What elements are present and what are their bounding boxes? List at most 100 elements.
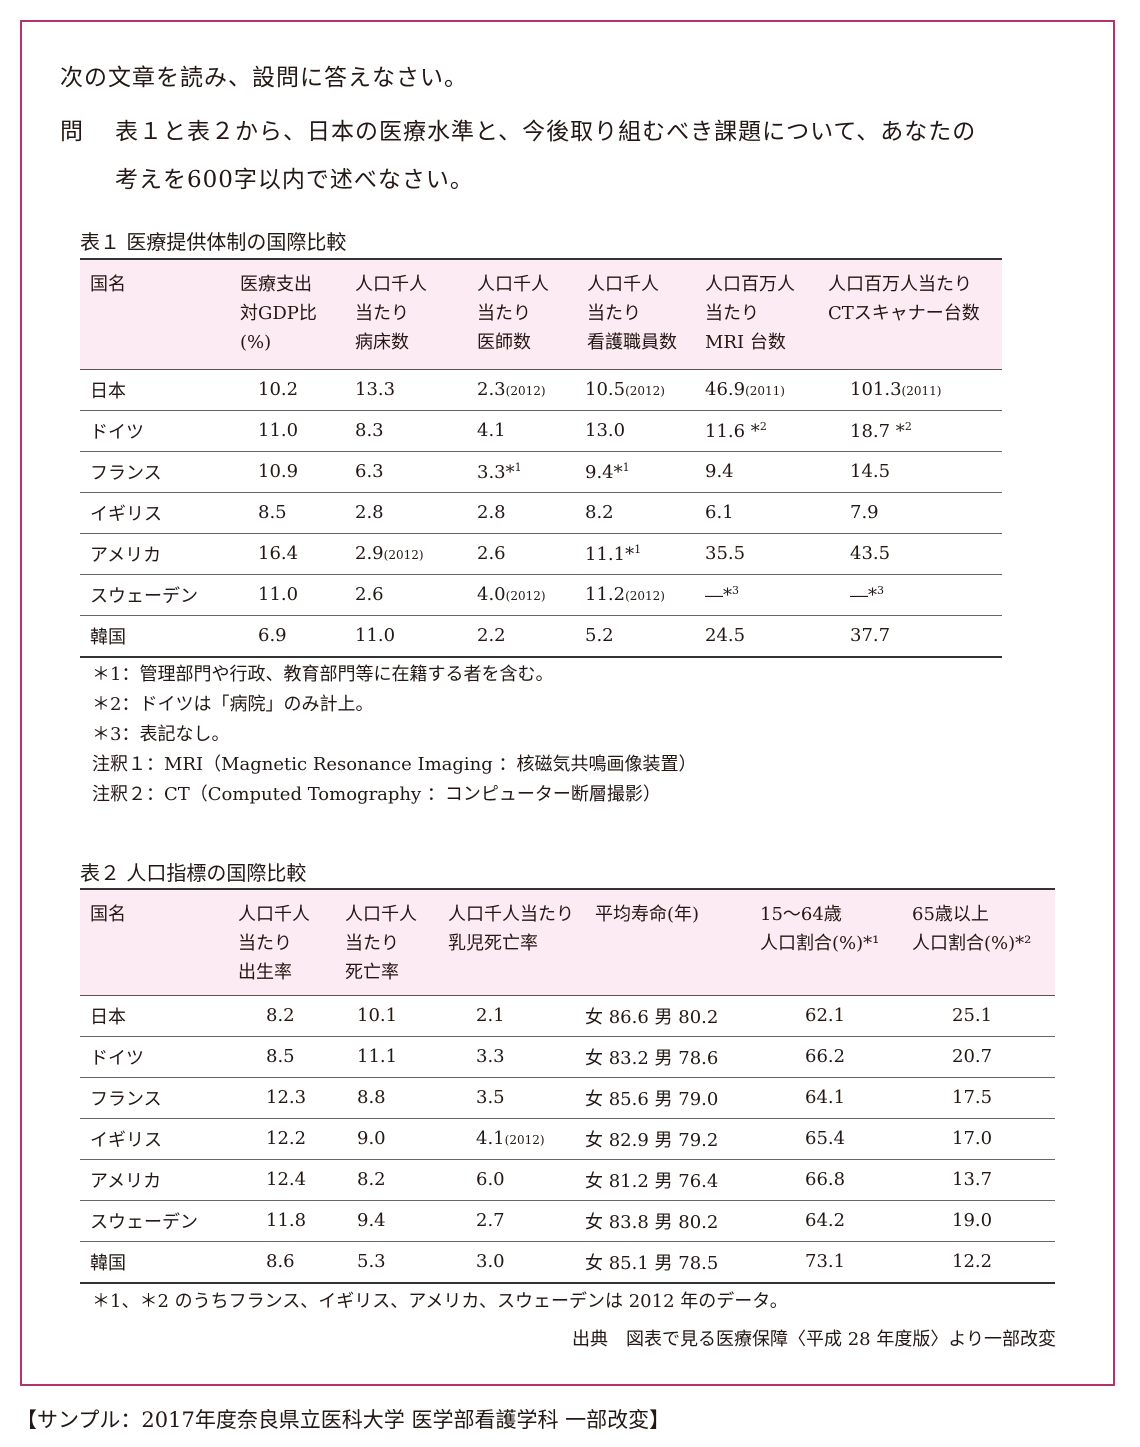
column-header: 医療支出 対GDP比 (%)	[240, 274, 317, 353]
table-row: アメリカ 16.4 2.9(2012) 2.6 11.1*1 35.5 43.5	[80, 533, 1002, 574]
table-row: 日本 10.2 13.3 2.3(2012) 10.5(2012) 46.9(2011) 1…	[80, 369, 1002, 410]
value-cell: 12.3	[266, 1087, 307, 1108]
country-cell: ドイツ	[90, 1047, 144, 1069]
value-cell: 5.2	[585, 625, 614, 646]
country-cell: フランス	[90, 462, 162, 484]
value-cell: 8.8	[357, 1087, 386, 1108]
value-cell: 女 83.8 男 80.2	[585, 1211, 719, 1233]
value-cell: ―*3	[705, 583, 739, 606]
value-cell: 6.3	[355, 461, 384, 482]
column-header: 人口千人 当たり 出生率	[238, 904, 310, 983]
question-label: 問	[60, 119, 84, 145]
column-header: 国名	[90, 274, 126, 295]
question-line-1: 表１と表２から、日本の医療水準と、今後取り組むべき課題について、あなたの	[115, 119, 977, 145]
table-row: 日本 8.2 10.1 2.1 女 86.6 男 80.2 62.1 25.1	[80, 995, 1055, 1036]
table-row: ドイツ 11.0 8.3 4.1 13.0 11.6 *2 18.7 *2	[80, 410, 1002, 451]
question-frame	[20, 20, 1115, 1386]
table-row: イギリス 8.5 2.8 2.8 8.2 6.1 7.9	[80, 492, 1002, 533]
footnote: ＊1：管理部門や行政、教育部門等に在籍する者を含む。	[92, 664, 554, 685]
value-cell: 10.2	[258, 379, 299, 400]
country-cell: 日本	[90, 380, 126, 402]
value-cell: 43.5	[850, 543, 891, 564]
value-cell: 5.3	[357, 1251, 386, 1272]
value-cell: 3.5	[476, 1087, 505, 1108]
value-cell: 女 81.2 男 76.4	[585, 1170, 719, 1192]
country-cell: スウェーデン	[90, 1211, 198, 1233]
value-cell: 19.0	[952, 1210, 993, 1231]
value-cell: 11.1*1	[585, 542, 642, 565]
value-cell: 2.7	[476, 1210, 505, 1231]
value-cell: 4.1	[477, 420, 506, 441]
footnote: 注釈２：CT（Computed Tomography ：コンピューター断層撮影）	[92, 784, 661, 805]
value-cell: 12.2	[952, 1251, 993, 1272]
value-cell: 73.1	[805, 1251, 846, 1272]
value-cell: 11.2(2012)	[585, 584, 665, 605]
value-cell: 37.7	[850, 625, 891, 646]
value-cell: 女 83.2 男 78.6	[585, 1047, 719, 1069]
country-cell: 韓国	[90, 626, 126, 648]
value-cell: 6.1	[705, 502, 734, 523]
country-cell: フランス	[90, 1088, 162, 1110]
instruction: 次の文章を読み、設問に答えなさい。	[60, 65, 468, 91]
footnote: ＊3：表記なし。	[92, 724, 230, 745]
value-cell: 8.3	[355, 420, 384, 441]
table-row: イギリス 12.2 9.0 4.1(2012) 女 82.9 男 79.2 65.4 17.…	[80, 1118, 1055, 1159]
table2-note: ＊1、＊2 のうちフランス、イギリス、アメリカ、スウェーデンは 2012 年のデ…	[92, 1291, 788, 1312]
value-cell: 11.0	[258, 584, 299, 605]
value-cell: 2.9(2012)	[355, 543, 424, 564]
value-cell: 2.2	[477, 625, 506, 646]
column-header: 人口千人 当たり 死亡率	[345, 904, 417, 983]
value-cell: 18.7 *2	[850, 419, 912, 442]
value-cell: 12.4	[266, 1169, 307, 1190]
value-cell: 46.9(2011)	[705, 379, 785, 400]
footnote: ＊2：ドイツは「病院」のみ計上。	[92, 694, 374, 715]
value-cell: 6.0	[476, 1169, 505, 1190]
column-header: 国名	[90, 904, 126, 925]
column-header: 平均寿命(年)	[595, 904, 700, 925]
column-header: 人口千人 当たり 医師数	[477, 274, 549, 353]
column-header: 15〜64歳 人口割合(%)*¹	[760, 904, 880, 954]
value-cell: 101.3(2011)	[850, 379, 942, 400]
table-row: ドイツ 8.5 11.1 3.3 女 83.2 男 78.6 66.2 20.7	[80, 1036, 1055, 1077]
value-cell: 3.0	[476, 1251, 505, 1272]
country-cell: 日本	[90, 1006, 126, 1028]
country-cell: イギリス	[90, 503, 162, 525]
value-cell: 11.0	[258, 420, 299, 441]
value-cell: 女 85.6 男 79.0	[585, 1088, 719, 1110]
value-cell: 64.1	[805, 1087, 846, 1108]
value-cell: 17.0	[952, 1128, 993, 1149]
column-header: 人口千人 当たり 看護職員数	[587, 274, 677, 353]
value-cell: 13.7	[952, 1169, 993, 1190]
value-cell: 35.5	[705, 543, 746, 564]
value-cell: 13.3	[355, 379, 396, 400]
value-cell: 6.9	[258, 625, 287, 646]
column-header: 人口千人 当たり 病床数	[355, 274, 427, 353]
value-cell: 65.4	[805, 1128, 846, 1149]
value-cell: 62.1	[805, 1005, 846, 1026]
value-cell: 9.4	[705, 461, 734, 482]
sample-footer: 【サンプル：2017年度奈良県立医科大学 医学部看護学科 一部改変】	[16, 1408, 671, 1432]
value-cell: 女 82.9 男 79.2	[585, 1129, 719, 1151]
country-cell: 韓国	[90, 1252, 126, 1274]
value-cell: 10.9	[258, 461, 299, 482]
column-header: 人口千人当たり 乳児死亡率	[448, 904, 574, 954]
table-row: フランス 12.3 8.8 3.5 女 85.6 男 79.0 64.1 17.5	[80, 1077, 1055, 1118]
value-cell: 8.2	[585, 502, 614, 523]
column-header: 65歳以上 人口割合(%)*²	[912, 904, 1032, 954]
value-cell: 11.1	[357, 1046, 398, 1067]
question-line-2: 考えを600字以内で述べなさい。	[115, 167, 474, 193]
source-citation: 出典 図表で見る医療保障〈平成 28 年度版〉より一部改変	[572, 1329, 1056, 1350]
value-cell: 24.5	[705, 625, 746, 646]
table2-caption: 表２ 人口指標の国際比較	[80, 861, 307, 885]
table-row: 韓国 6.9 11.0 2.2 5.2 24.5 37.7	[80, 615, 1002, 657]
value-cell: ―*3	[850, 583, 884, 606]
country-cell: ドイツ	[90, 421, 144, 443]
column-header: 人口百万人当たり CTスキャナー台数	[828, 274, 980, 324]
value-cell: 2.6	[477, 543, 506, 564]
value-cell: 13.0	[585, 420, 626, 441]
value-cell: 4.0(2012)	[477, 584, 546, 605]
value-cell: 9.0	[357, 1128, 386, 1149]
country-cell: アメリカ	[90, 544, 162, 566]
value-cell: 64.2	[805, 1210, 846, 1231]
value-cell: 10.1	[357, 1005, 398, 1026]
